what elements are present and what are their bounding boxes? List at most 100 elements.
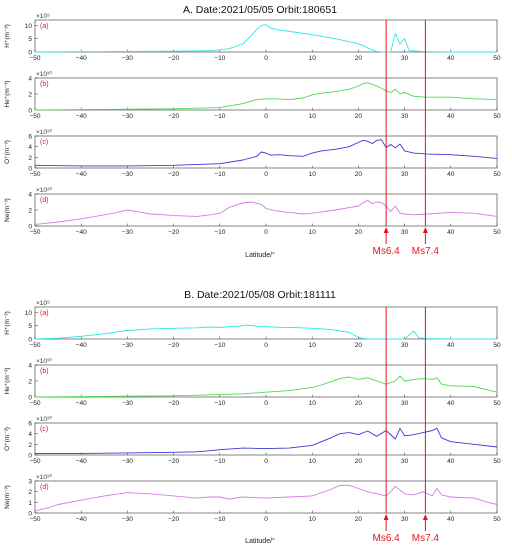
x-tick-label: −10 — [214, 458, 225, 465]
y-axis-label: Ne(m⁻³) — [4, 485, 11, 509]
y-tick-label: 6 — [28, 421, 32, 428]
x-tick-label: 40 — [447, 171, 455, 178]
series-line — [34, 484, 498, 512]
x-tick-label: −50 — [29, 171, 40, 178]
x-tick-label: 50 — [493, 400, 501, 407]
x-tick-label: −50 — [29, 55, 40, 62]
y-axis-label: O⁺(m⁻³) — [4, 140, 11, 164]
exponent-label: ×10¹⁰ — [36, 473, 52, 481]
x-tick-label: −50 — [29, 342, 40, 349]
x-tick-label: 40 — [447, 342, 455, 349]
x-tick-label: −30 — [122, 55, 133, 62]
x-tick-label: 30 — [401, 113, 409, 120]
x-tick-label: 10 — [309, 113, 317, 120]
y-axis-label: O⁺(m⁻³) — [4, 427, 11, 451]
x-tick-label: 0 — [264, 342, 268, 349]
x-tick-label: 20 — [355, 516, 363, 523]
x-tick-label: −40 — [76, 113, 87, 120]
x-tick-label: −50 — [29, 458, 40, 465]
x-tick-label: −30 — [122, 400, 133, 407]
x-tick-label: −10 — [214, 229, 225, 236]
series-line — [34, 324, 497, 340]
x-tick-label: 50 — [493, 458, 501, 465]
x-tick-label: 0 — [264, 113, 268, 120]
series-line — [34, 82, 498, 111]
y-tick-label: 0 — [28, 395, 32, 402]
y-tick-label: 4 — [28, 363, 32, 370]
exponent-label: ×10⁹ — [36, 300, 50, 307]
x-tick-label: −10 — [214, 516, 225, 523]
earthquake-markers: Ms6.4 Ms7.4 — [373, 20, 439, 257]
y-tick-label: 0 — [28, 224, 32, 231]
y-tick-label: 4 — [28, 144, 32, 151]
y-tick-label: 6 — [28, 134, 32, 141]
y-tick-label: 4 — [28, 76, 32, 83]
x-tick-label: −40 — [76, 458, 87, 465]
y-axis-label: Ne(m⁻³) — [4, 198, 11, 222]
x-tick-label: −40 — [76, 55, 87, 62]
x-tick-label: −50 — [29, 516, 40, 523]
x-tick-label: −30 — [122, 516, 133, 523]
x-tick-label: 0 — [264, 55, 268, 62]
x-tick-label: 50 — [493, 342, 501, 349]
exponent-label: ×10⁹ — [36, 13, 50, 20]
x-tick-label: −40 — [76, 516, 87, 523]
y-tick-label: 5 — [28, 36, 32, 43]
quake-arrowhead — [422, 514, 428, 520]
x-tick-label: 20 — [355, 229, 363, 236]
panel-letter: (b) — [40, 81, 49, 88]
x-tick-label: 0 — [264, 516, 268, 523]
x-tick-label: −30 — [122, 458, 133, 465]
x-tick-label: −30 — [122, 229, 133, 236]
chart-a: A. Date:2021/05/05 Orbit:180651 0 5 10 −50 −4… — [4, 4, 501, 259]
x-tick-label: −20 — [168, 342, 179, 349]
x-tick-label: −30 — [122, 171, 133, 178]
x-tick-label: −20 — [168, 400, 179, 407]
x-tick-label: −50 — [29, 229, 40, 236]
x-tick-label: 40 — [447, 55, 455, 62]
quake-arrowhead — [383, 514, 389, 520]
x-tick-label: 30 — [401, 458, 409, 465]
exponent-label: ×10¹⁰ — [36, 70, 52, 78]
panel-d: 0 1 2 3 −50 −40 −30 −20 −10 0 10 20 30 40 50 ×10¹⁰ (d) Ne… — [4, 473, 501, 523]
x-tick-label: 0 — [264, 171, 268, 178]
x-axis-label: Latitude/° — [245, 537, 275, 545]
panel-frame — [34, 480, 498, 514]
x-tick-label: −20 — [168, 229, 179, 236]
y-tick-label: 3 — [28, 479, 32, 486]
x-tick-label: −30 — [122, 342, 133, 349]
x-tick-label: 30 — [401, 342, 409, 349]
y-axis-label: He⁺(m⁻³) — [4, 80, 11, 107]
panel-frame — [34, 193, 498, 227]
x-tick-label: 50 — [493, 113, 501, 120]
x-tick-label: 10 — [309, 229, 317, 236]
y-tick-label: 0 — [28, 337, 32, 344]
x-tick-label: 20 — [355, 342, 363, 349]
series-line — [34, 139, 498, 167]
panel-d: 0 2 4 −50 −40 −30 −20 −10 0 10 20 30 40 50 ×10¹⁰ (d) Ne(… — [4, 186, 501, 236]
chart-title: A. Date:2021/05/05 Orbit:180651 — [183, 4, 337, 16]
exponent-label: ×10¹⁰ — [36, 128, 52, 136]
panel-b: 0 2 4 −50 −40 −30 −20 −10 0 10 20 30 40 50 ×10¹⁰ (b) He⁺… — [4, 70, 501, 120]
x-tick-label: 40 — [447, 400, 455, 407]
y-axis-label: He⁺(m⁻³) — [4, 367, 11, 394]
x-tick-label: 40 — [447, 458, 455, 465]
y-tick-label: 0 — [28, 511, 32, 518]
series-line — [34, 375, 498, 398]
x-tick-label: 50 — [493, 55, 501, 62]
x-tick-label: −40 — [76, 171, 87, 178]
x-tick-label: −10 — [214, 55, 225, 62]
x-tick-label: −10 — [214, 342, 225, 349]
x-tick-label: 20 — [355, 171, 363, 178]
x-tick-label: −20 — [168, 113, 179, 120]
x-tick-label: 0 — [264, 400, 268, 407]
x-tick-label: 30 — [401, 516, 409, 523]
y-tick-label: 2 — [28, 379, 32, 386]
panel-a: 0 5 10 −50 −40 −30 −20 −10 0 10 20 30 40 50 ×10⁹ (a) H⁺(… — [4, 13, 501, 62]
y-axis-label: H⁺(m⁻³) — [4, 311, 11, 334]
panel-c: 0 2 4 6 −50 −40 −30 −20 −10 0 10 20 30 40 50 ×10¹⁰ (c) O⁺… — [4, 415, 501, 465]
x-tick-label: −50 — [29, 113, 40, 120]
quake-label: Ms7.4 — [412, 533, 440, 544]
